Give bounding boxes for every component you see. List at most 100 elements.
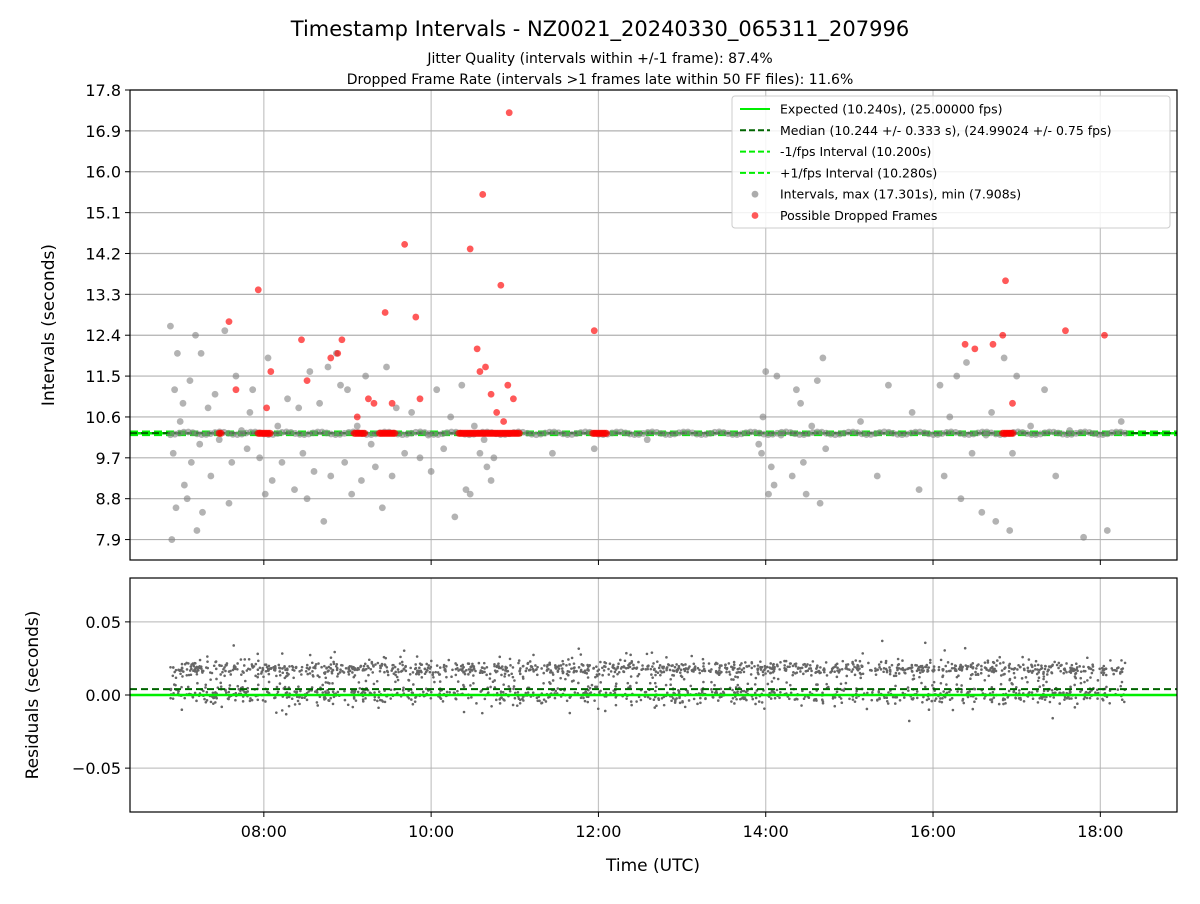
residual-point — [512, 687, 515, 691]
legend-label: +1/fps Interval (10.280s) — [780, 165, 937, 180]
residual-point — [789, 691, 793, 695]
interval-point — [1117, 418, 1125, 425]
residual-point — [469, 668, 472, 671]
residual-point — [273, 696, 276, 700]
residual-point — [1120, 680, 1124, 684]
interval-point — [483, 463, 491, 471]
residual-point — [579, 696, 583, 700]
residual-point — [323, 672, 327, 675]
residual-point — [938, 700, 941, 703]
residual-point — [243, 658, 247, 661]
residual-point — [692, 662, 696, 666]
top-y-tick-label: 12.4 — [85, 326, 121, 345]
residual-point — [369, 667, 373, 671]
residual-point — [855, 696, 858, 700]
residual-point — [1102, 664, 1106, 668]
residual-point — [551, 673, 555, 676]
residual-point — [458, 668, 462, 671]
interval-point — [797, 399, 804, 407]
residual-point — [1037, 671, 1040, 674]
residual-point — [1048, 700, 1052, 704]
dropped-frame-point — [334, 349, 342, 357]
residual-point — [267, 672, 271, 676]
residual-point — [206, 666, 210, 670]
residual-point — [245, 669, 249, 672]
residual-point — [599, 681, 602, 684]
residual-point — [878, 666, 881, 669]
residual-point — [997, 702, 1001, 706]
residual-point — [536, 665, 539, 669]
residual-point — [732, 660, 736, 664]
residual-point — [607, 673, 611, 676]
residual-point — [716, 699, 720, 702]
residual-point — [954, 664, 958, 668]
residual-point — [332, 660, 335, 664]
residual-point — [1042, 670, 1045, 674]
residual-point — [504, 669, 507, 672]
dropped-frame-point — [370, 399, 378, 407]
residual-point — [653, 681, 657, 685]
residual-point — [683, 669, 687, 673]
residual-point — [710, 690, 714, 694]
residual-point — [689, 684, 693, 688]
dropped-frame-point — [590, 327, 598, 335]
residual-point — [180, 667, 184, 670]
dropped-frame-point — [364, 395, 372, 403]
residual-point — [678, 701, 682, 705]
residual-point — [357, 681, 361, 684]
interval-point — [755, 440, 763, 448]
residual-point — [838, 668, 841, 671]
residual-point — [364, 667, 368, 671]
residual-point — [622, 666, 626, 669]
residual-point — [1043, 667, 1047, 671]
bottom-y-tick-label: −0.05 — [72, 759, 121, 778]
residual-point — [816, 683, 819, 686]
residual-point — [988, 669, 991, 672]
residual-point — [225, 662, 229, 665]
residual-point — [441, 700, 445, 703]
residual-point — [450, 675, 453, 678]
residual-point — [1102, 671, 1106, 675]
residual-point — [273, 665, 277, 668]
interval-point — [358, 477, 365, 484]
residual-point — [256, 668, 260, 672]
residual-point — [543, 664, 546, 667]
residual-point — [876, 668, 879, 672]
residual-point — [257, 659, 260, 663]
residual-point — [657, 666, 661, 670]
residual-point — [1057, 666, 1060, 670]
residual-point — [896, 668, 899, 672]
residual-point — [413, 700, 417, 703]
residual-point — [971, 666, 975, 669]
residual-point — [734, 686, 738, 689]
residual-point — [991, 690, 995, 694]
residual-point — [644, 668, 648, 671]
interval-point — [476, 449, 484, 457]
residual-point — [377, 690, 381, 694]
interval-point — [179, 399, 187, 407]
residual-point — [559, 664, 563, 667]
residual-point — [1115, 669, 1118, 673]
residual-point — [212, 664, 216, 668]
residual-point — [912, 697, 915, 700]
residual-point — [742, 666, 746, 670]
residual-point — [595, 665, 598, 668]
residual-point — [443, 668, 446, 672]
dropped-frame-point — [479, 191, 487, 198]
residual-point — [470, 696, 473, 699]
legend-swatch-marker — [751, 190, 759, 198]
residual-point — [544, 700, 548, 703]
interval-point — [813, 377, 821, 385]
residual-point — [262, 675, 265, 679]
residual-point — [861, 672, 865, 676]
residual-point — [1022, 667, 1026, 671]
residual-point — [923, 685, 927, 689]
residual-point — [725, 670, 728, 674]
residual-point — [529, 668, 532, 671]
residual-point — [848, 697, 851, 701]
residual-point — [493, 686, 497, 689]
residual-point — [545, 668, 549, 671]
residual-point — [180, 662, 184, 666]
residual-point — [943, 649, 946, 652]
